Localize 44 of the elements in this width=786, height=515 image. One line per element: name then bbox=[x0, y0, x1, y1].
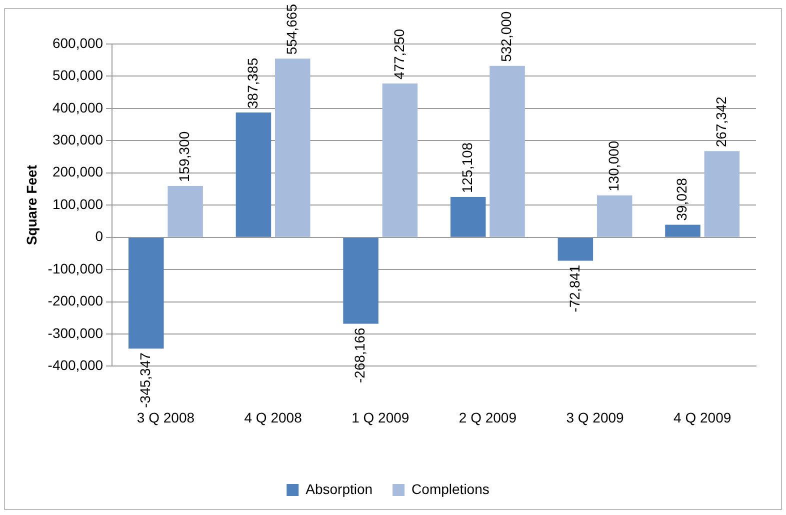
bar bbox=[596, 195, 632, 237]
data-label: -72,841 bbox=[566, 264, 582, 312]
bar bbox=[168, 186, 203, 237]
data-label: 477,250 bbox=[390, 28, 407, 80]
y-tick-label: 600,000 bbox=[52, 34, 104, 51]
bar bbox=[343, 238, 378, 324]
y-tick-label: 100,000 bbox=[52, 196, 104, 212]
y-tick-label: -200,000 bbox=[48, 292, 104, 309]
y-axis-title: Square Feet bbox=[23, 164, 40, 246]
y-tick-label: 500,000 bbox=[52, 67, 104, 84]
data-label: 130,000 bbox=[605, 140, 622, 192]
y-tick-label: -300,000 bbox=[48, 324, 104, 341]
x-tick-label: 3 Q 2008 bbox=[136, 409, 195, 426]
legend-label: Completions bbox=[412, 480, 490, 497]
x-tick-label: 4 Q 2008 bbox=[244, 409, 302, 426]
bar bbox=[665, 224, 700, 237]
x-tick-label: 3 Q 2009 bbox=[566, 409, 624, 426]
bar bbox=[128, 238, 164, 349]
data-label: 125,108 bbox=[458, 142, 475, 194]
bar bbox=[558, 238, 594, 261]
bar bbox=[275, 58, 310, 237]
y-tick-label: -100,000 bbox=[48, 260, 104, 276]
data-label: 267,342 bbox=[712, 96, 729, 148]
data-label: 387,385 bbox=[244, 58, 260, 109]
legend-label: Absorption bbox=[306, 480, 373, 497]
bar bbox=[490, 66, 525, 237]
bar bbox=[704, 151, 740, 237]
y-tick-label: 400,000 bbox=[52, 99, 104, 116]
x-tick-label: 1 Q 2009 bbox=[352, 409, 410, 426]
data-label: 532,000 bbox=[498, 11, 514, 62]
data-label: -268,166 bbox=[352, 328, 368, 384]
y-tick-label: 0 bbox=[95, 228, 104, 244]
x-tick-label: 4 Q 2009 bbox=[674, 409, 732, 426]
bar bbox=[382, 84, 418, 237]
y-tick-label: 200,000 bbox=[52, 164, 104, 180]
data-label: 554,665 bbox=[283, 4, 300, 55]
bar bbox=[450, 197, 486, 237]
y-tick-label: -400,000 bbox=[48, 357, 104, 374]
y-tick-label: 300,000 bbox=[52, 132, 104, 148]
data-label: -345,347 bbox=[137, 352, 154, 408]
x-tick-label: 2 Q 2009 bbox=[458, 409, 517, 426]
data-label: 159,300 bbox=[176, 131, 192, 182]
data-label: 39,028 bbox=[674, 178, 690, 221]
bar bbox=[236, 112, 272, 237]
